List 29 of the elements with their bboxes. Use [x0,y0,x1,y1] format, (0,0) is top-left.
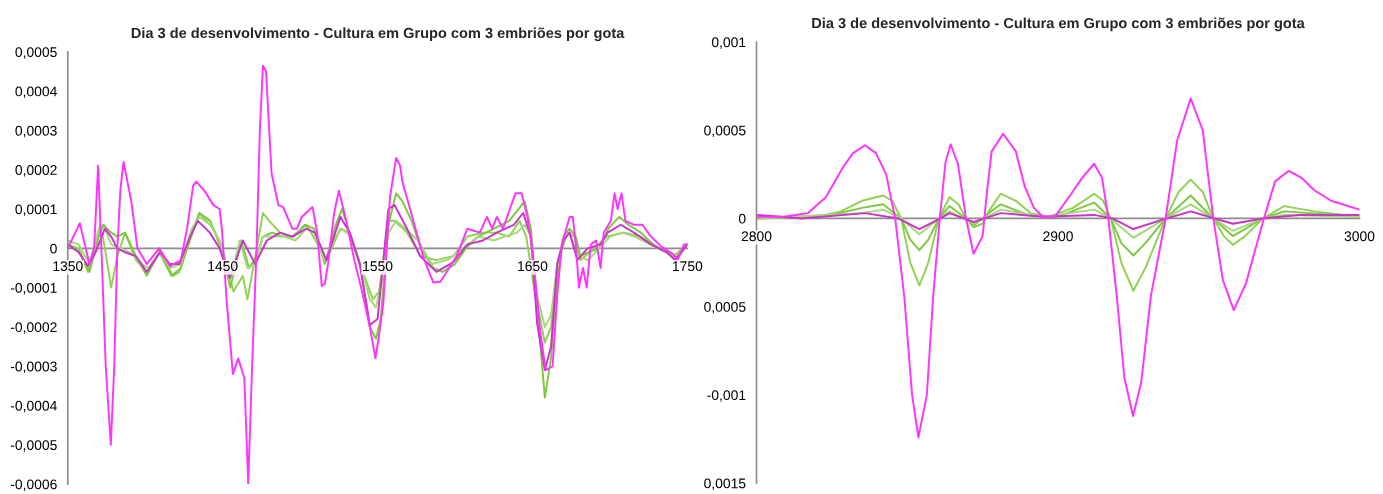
y-tick-label: 0,0001 [15,204,57,216]
y-tick-label: 0,001 [711,37,746,49]
y-tick-label: 0,0004 [15,86,57,98]
x-tick-label: 1550 [363,261,393,272]
x-tick-label: 1450 [208,261,238,272]
y-tick-label: -0,001 [707,390,746,402]
y-tick-label: 0,0002 [15,165,57,177]
y-tick-label: 0,0005 [704,125,746,138]
y-tick-label: 0,0003 [15,125,57,138]
y-tick-label: 0,0005 [15,47,57,59]
x-tick-label: 3000 [1344,231,1375,242]
x-tick-label: 1350 [53,261,83,272]
y-tick-label: -0,0006 [10,479,57,491]
y-tick-label: -0,0001 [10,282,57,295]
y-tick-label: -0,0002 [10,322,57,334]
chart-title: Dia 3 de desenvolvimento - Cultura em Grupo com 3 embriões por gota [812,17,1305,32]
line-series [756,210,1360,230]
x-tick-label: 2800 [741,231,772,242]
x-tick-label: 1650 [518,261,548,272]
chart-title: Dia 3 de desenvolvimento - Cultura em Grupo com 3 embriões por gota [131,27,625,42]
x-tick-label: 1750 [672,261,703,272]
y-tick-label: 0,0015 [704,478,746,490]
y-tick-label: -0,0005 [10,440,57,452]
y-tick-label: 0 [738,213,746,224]
y-tick-label: -0,0003 [10,361,57,374]
y-tick-label: -0,0004 [10,400,57,413]
y-tick-label: 0 [50,243,57,254]
x-tick-label: 2900 [1043,231,1073,242]
y-tick-label: 0,0005 [704,302,746,314]
